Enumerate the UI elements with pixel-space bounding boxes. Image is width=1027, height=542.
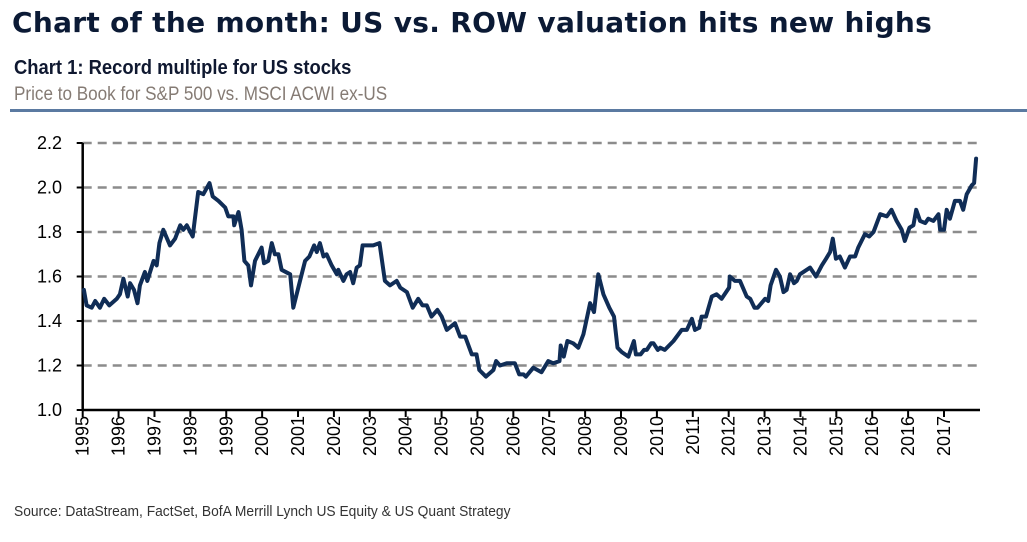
source-note: Source: DataStream, FactSet, BofA Merril… <box>14 503 511 520</box>
series-line-us-vs-row-price-to-book <box>81 156 979 379</box>
y-axis-ticks: 1.0 1.2 1.4 1.6 1.8 2.0 2.2 <box>37 133 83 420</box>
x-tick-label: 2017 <box>934 416 954 456</box>
x-tick-label: 2014 <box>790 416 810 456</box>
y-tick-label: 1.8 <box>37 222 62 242</box>
x-tick-label: 2011 <box>683 416 703 455</box>
x-tick-label: 2006 <box>503 416 523 456</box>
y-tick-label: 2.0 <box>37 178 62 198</box>
x-tick-label: 1998 <box>180 416 200 456</box>
x-tick-label: 2000 <box>252 416 272 456</box>
x-tick-label: 2015 <box>826 416 846 456</box>
page-title: Chart of the month: US vs. ROW valuation… <box>12 6 933 39</box>
y-tick-label: 2.2 <box>37 133 62 153</box>
x-tick-label: 2016 <box>898 416 918 456</box>
y-tick-label: 1.2 <box>37 356 62 376</box>
chart-subtitle: Price to Book for S&P 500 vs. MSCI ACWI … <box>14 84 388 105</box>
x-tick-label: 2016 <box>862 416 882 456</box>
x-tick-label: 1996 <box>109 416 129 456</box>
chart-title: Chart 1: Record multiple for US stocks <box>14 57 352 79</box>
x-tick-label: 2001 <box>288 416 308 456</box>
x-tick-label: 2013 <box>755 416 775 456</box>
x-tick-label: 2012 <box>719 416 739 456</box>
x-tick-label: 2008 <box>575 416 595 456</box>
header-divider <box>10 109 1027 112</box>
y-tick-label: 1.4 <box>37 311 62 331</box>
x-tick-label: 2003 <box>360 416 380 456</box>
x-tick-label: 2009 <box>611 416 631 456</box>
y-tick-label: 1.0 <box>37 400 62 420</box>
x-tick-label: 2007 <box>539 416 559 456</box>
x-tick-label: 1997 <box>144 416 164 456</box>
y-tick-label: 1.6 <box>37 267 62 287</box>
x-tick-label: 2004 <box>396 416 416 456</box>
x-tick-label: 2005 <box>432 416 452 456</box>
gridlines <box>82 141 980 367</box>
x-tick-label: 2005 <box>467 416 487 456</box>
x-tick-label: 2010 <box>647 416 667 456</box>
x-axis-ticks: 1995 1996 1997 1998 1999 2000 2001 2002 2003 2004… <box>73 410 954 456</box>
x-tick-label: 1995 <box>73 416 93 456</box>
x-tick-label: 2002 <box>324 416 344 456</box>
x-tick-label: 1999 <box>216 416 236 456</box>
